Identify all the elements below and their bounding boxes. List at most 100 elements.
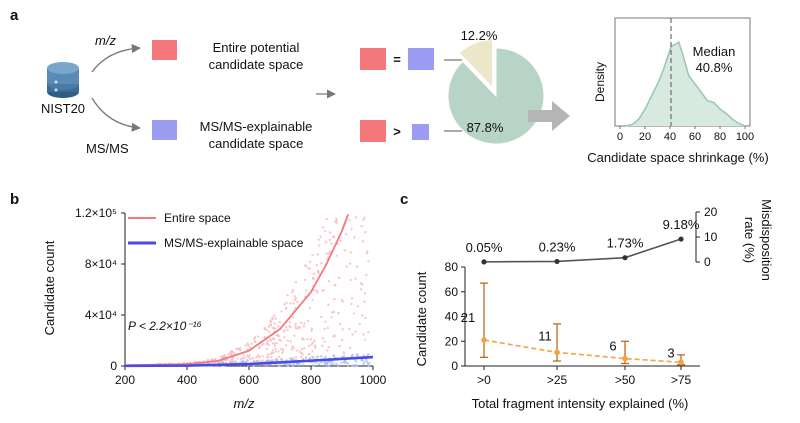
b-point-entire	[311, 276, 315, 280]
b-point-entire	[261, 355, 264, 358]
b-point-entire	[289, 302, 292, 305]
c-rate-label: 0.23%	[539, 239, 576, 254]
density-xtick-label: 0	[617, 131, 623, 143]
compare-greater-entire	[360, 120, 386, 142]
b-point-entire	[235, 347, 238, 350]
b-point-entire	[266, 353, 270, 356]
equal-sign: =	[393, 52, 401, 67]
b-point-msms	[365, 360, 369, 363]
b-point-entire	[343, 249, 347, 252]
legend-msms: MS/MS-explainable space	[164, 236, 304, 250]
b-point-entire	[291, 315, 295, 319]
b-point-entire	[321, 344, 324, 348]
b-point-entire	[249, 357, 252, 361]
arrow-to-density	[528, 101, 570, 131]
b-point-msms	[289, 363, 292, 366]
b-point-entire	[271, 317, 275, 321]
c-top-ytick-label: 20	[704, 205, 718, 219]
b-point-entire	[227, 353, 230, 356]
b-point-entire	[313, 339, 316, 342]
b-fit-entire	[124, 213, 350, 367]
b-point-entire	[252, 337, 256, 341]
b-point-msms	[314, 361, 318, 365]
b-point-entire	[296, 327, 300, 330]
b-point-entire	[265, 342, 268, 346]
b-point-msms	[312, 363, 315, 367]
b-point-msms	[304, 356, 308, 359]
b-point-entire	[303, 322, 306, 325]
b-point-entire	[256, 335, 260, 338]
b-point-msms	[233, 360, 237, 363]
b-ytick-label: 1.2×10⁵	[75, 206, 117, 220]
b-point-msms	[320, 361, 323, 364]
b-point-entire	[248, 346, 252, 349]
b-point-msms	[270, 359, 274, 362]
b-point-entire	[317, 238, 320, 241]
b-point-entire	[231, 357, 234, 360]
b-point-entire	[314, 344, 317, 347]
b-point-msms	[301, 357, 305, 361]
b-point-entire	[326, 326, 329, 330]
b-point-entire	[263, 335, 266, 339]
b-point-entire	[352, 312, 356, 315]
b-point-msms	[362, 362, 365, 366]
b-point-entire	[350, 297, 354, 300]
b-point-entire	[274, 317, 278, 320]
b-point-entire	[363, 216, 366, 220]
c-xlabel: Total fragment intensity explained (%)	[472, 396, 689, 411]
b-point-entire	[291, 291, 294, 294]
entire-label-line1: Entire potential	[213, 40, 300, 55]
b-point-entire	[306, 337, 309, 341]
b-point-entire	[285, 301, 288, 304]
density-chart: 0 20 40 60 80 100	[614, 17, 754, 143]
b-point-entire	[342, 351, 345, 354]
b-point-msms	[265, 359, 268, 362]
b-point-entire	[351, 333, 354, 336]
c-rate-line	[483, 238, 682, 263]
b-annotation: P < 2.2×10⁻¹⁶	[128, 319, 202, 333]
b-point-entire	[308, 260, 312, 264]
b-point-entire	[324, 241, 328, 244]
b-point-msms	[230, 361, 234, 364]
b-point-entire	[284, 306, 288, 310]
panel-b-chart: 200 400 600 800 1000 0 4×10⁴ 8×10⁴ 1.2×10⁵	[75, 206, 387, 387]
c-bottom-ytick-label: 20	[445, 334, 459, 348]
b-point-entire	[326, 349, 329, 352]
b-point-entire	[338, 344, 341, 348]
b-point-entire	[349, 251, 352, 254]
b-point-entire	[268, 330, 271, 334]
b-point-entire	[214, 357, 217, 361]
b-point-entire	[263, 327, 266, 330]
c-rate-point	[622, 255, 628, 261]
b-point-entire	[353, 236, 356, 239]
b-point-entire	[292, 302, 295, 305]
b-point-entire	[348, 346, 352, 349]
density-xtick-label: 100	[736, 131, 754, 143]
b-point-entire	[364, 230, 367, 234]
b-point-entire	[332, 310, 336, 314]
b-point-msms	[317, 362, 321, 366]
b-point-entire	[363, 292, 367, 295]
b-point-entire	[302, 325, 306, 328]
b-point-entire	[354, 330, 357, 333]
b-point-entire	[296, 300, 299, 304]
c-count-label: 11	[538, 328, 552, 343]
b-point-msms	[335, 362, 338, 366]
c-rate-label: 9.18%	[663, 217, 700, 232]
b-point-entire	[330, 315, 333, 319]
greater-sign: >	[393, 124, 401, 139]
b-point-entire	[284, 326, 288, 329]
b-point-entire	[286, 339, 290, 342]
b-point-entire	[294, 325, 297, 328]
b-point-msms	[330, 360, 333, 364]
b-point-msms	[316, 355, 319, 358]
b-point-entire	[286, 328, 289, 332]
msms-label-line1: MS/MS-explainable	[200, 119, 313, 134]
b-xtick-label: 1000	[360, 373, 387, 387]
b-ylabel: Candidate count	[42, 240, 57, 335]
panel-label-a: a	[10, 7, 19, 24]
b-point-entire	[327, 252, 331, 255]
b-point-entire	[272, 338, 276, 341]
b-point-entire	[344, 232, 348, 236]
b-point-entire	[328, 231, 332, 234]
